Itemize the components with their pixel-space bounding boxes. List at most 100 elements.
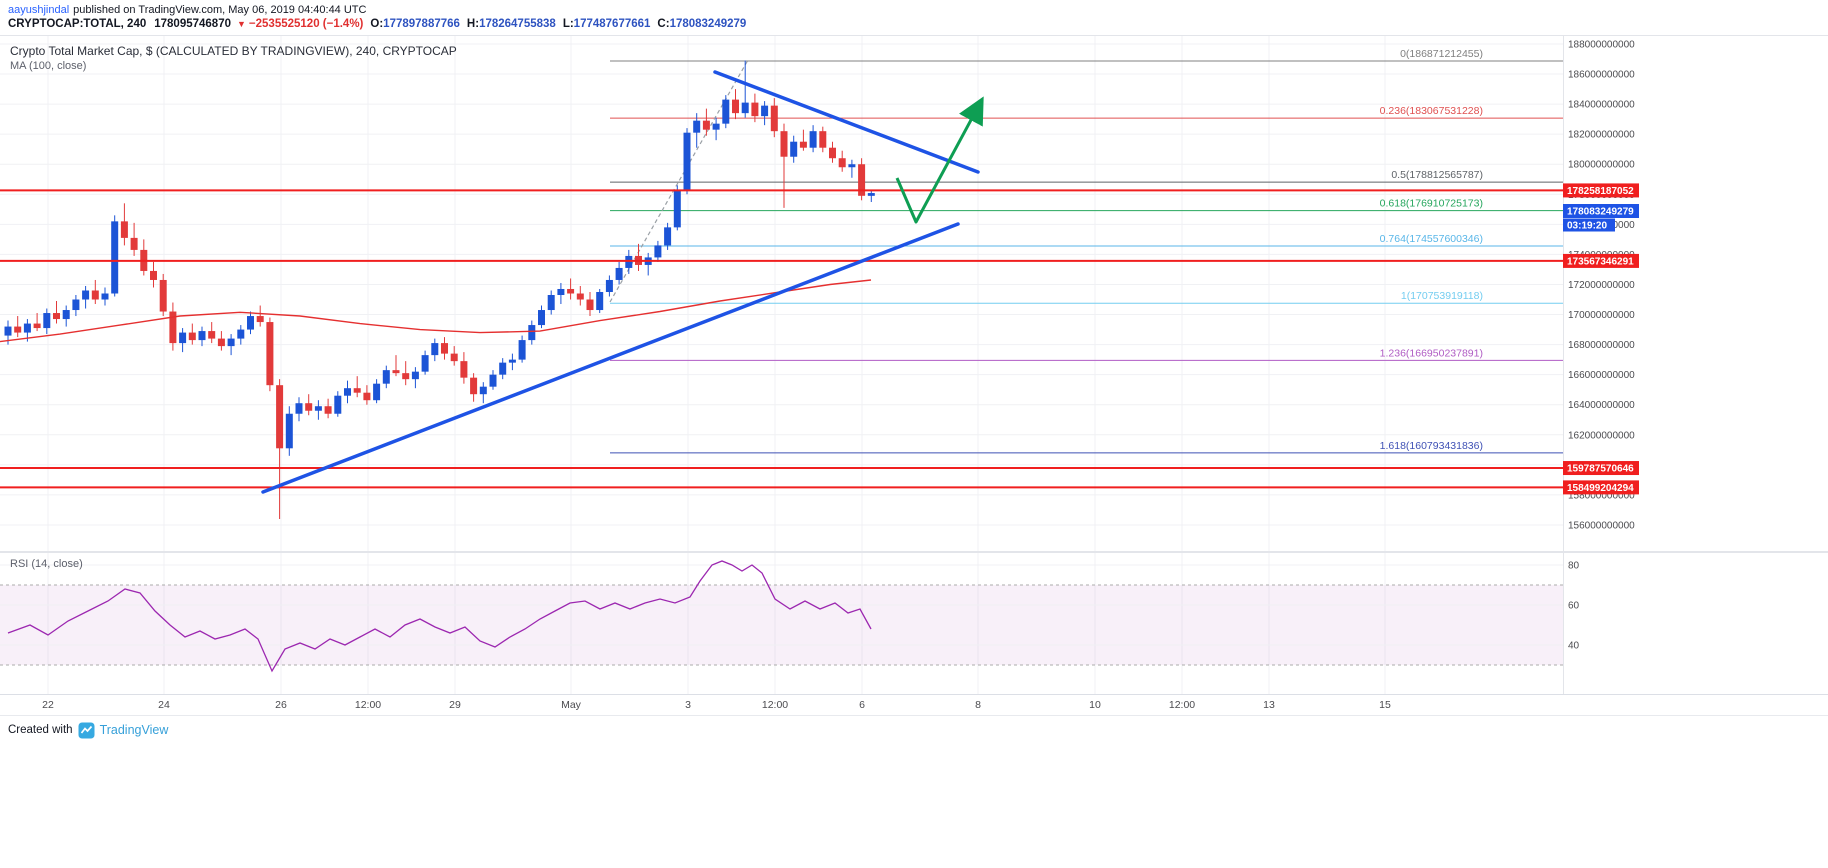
candle-up [790,141,798,157]
candle-up [625,255,633,268]
down-triangle-icon: ▼ [237,19,246,29]
candle-up [101,293,109,300]
candle-up [654,245,662,258]
time-axis-label: 26 [275,699,287,711]
candle-up [489,374,497,387]
candle-down [829,147,836,159]
candle-down [751,102,759,117]
price-axis-label: 188000000000 [1568,40,1635,51]
last-price-badge-text: 178083249279 [1567,207,1634,218]
created-with-text: Created with [8,724,73,736]
candle-up [111,221,119,294]
candle-up [344,388,351,396]
candle-up [557,288,565,296]
ma-legend-label: MA (100, close) [10,60,87,72]
tradingview-logo-icon[interactable] [78,722,95,739]
price-axis-label: 158000000000 [1568,490,1635,501]
time-axis-label: 29 [449,699,461,711]
header: aayushjindal published on TradingView.com… [0,0,1828,35]
candle-up [334,395,342,414]
candle-down [702,120,710,130]
candle-down [392,370,400,374]
candle-down [576,293,584,300]
time-axis-label: 10 [1089,699,1101,711]
time-axis-label: 24 [158,699,170,711]
price-axis-label: 164000000000 [1568,400,1635,411]
price-axis-label: 170000000000 [1568,310,1635,321]
candle-up [867,193,875,196]
candle-up [62,310,70,320]
chart-legend-title: Crypto Total Market Cap, $ (CALCULATED B… [10,44,457,58]
candle-down [91,290,99,300]
candle-up [382,370,390,384]
candle-up [23,323,31,333]
time-axis-label: 13 [1263,699,1275,711]
price-axis-label: 184000000000 [1568,100,1635,111]
candle-up [411,371,419,380]
time-axis-label: 12:00 [761,699,789,711]
candle-up [508,359,516,363]
candle-up [683,132,691,190]
candle-down [159,279,167,312]
rsi-panel: 80 60 40 [0,552,1828,694]
published-text: published on TradingView.com, May 06, 20… [73,4,367,16]
candle-down [305,403,313,411]
candle-up [4,326,12,336]
candle-up [615,267,623,280]
price-badge-red-text: 178258187052 [1567,186,1634,197]
fib-level-label: 0(186871212455) [1400,48,1483,60]
candle-up [247,316,254,330]
candle-down [460,361,468,378]
candle-down [586,299,594,311]
price-badge-red [1563,480,1639,495]
candle-down [441,343,448,354]
candle-down [150,270,157,280]
publish-info-line: aayushjindal published on TradingView.com… [8,4,366,16]
candle-up [761,105,769,117]
candle-down [470,377,478,395]
candle-down [33,323,41,329]
time-axis-label: 15 [1379,699,1391,711]
fib-level-label: 1.236(166950237891) [1380,347,1483,359]
bounce-arrow [895,96,984,224]
candle-down [120,221,128,238]
candle-up [722,99,730,124]
candle-up [809,131,817,148]
candle-down [53,313,60,320]
candle-up [518,340,526,360]
fib-level-label: 1(170753919118) [1401,290,1483,302]
candle-down [799,141,807,148]
time-axis-label: May [561,699,581,711]
candle-up [848,164,856,168]
price-axis-label: 156000000000 [1568,520,1635,531]
candle-up [673,189,681,228]
tradingview-brand-link[interactable]: TradingView [99,723,169,737]
candle-down [770,105,778,132]
price-badge-red [1563,461,1639,476]
candle-down [130,237,138,250]
candle-up [712,123,720,130]
candle-down [363,392,371,401]
price-badge-red [1563,183,1639,198]
candle-up [547,295,555,311]
time-axis-label: 6 [859,699,865,711]
candle-up [82,290,90,300]
candle-down [450,353,458,362]
fib-level-label: 0.5(178812565787) [1391,169,1483,181]
high-value: 178264755838 [479,18,556,30]
rsi-axis-label: 40 [1568,641,1580,652]
time-axis-label: 12:00 [1168,699,1196,711]
price-badge-red-text: 159787570646 [1567,464,1634,475]
rsi-legend-label: RSI (14, close) [10,558,83,570]
time-axis-label: 3 [685,699,691,711]
price-axis-label: 172000000000 [1568,280,1635,291]
candle-up [605,279,613,292]
candle-up [596,291,604,311]
candle-up [285,413,293,449]
rsi-band [0,585,1563,665]
candle-down [858,164,866,196]
change-text: −2535525120 (−1.4%) [248,18,364,30]
author-link[interactable]: aayushjindal [8,4,70,16]
countdown-badge [1563,218,1615,232]
